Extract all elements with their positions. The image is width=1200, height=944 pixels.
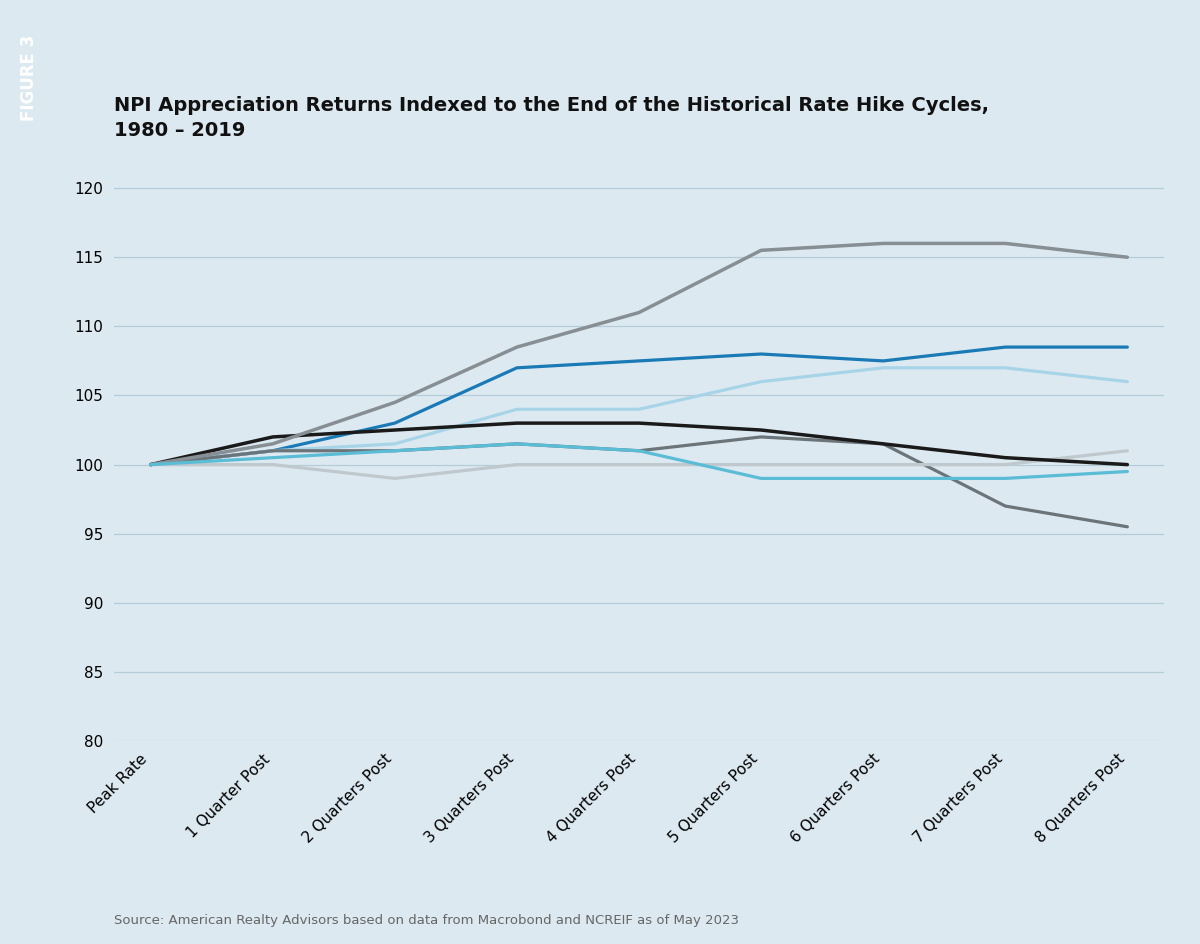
Text: FIGURE 3: FIGURE 3	[19, 35, 38, 121]
Text: NPI Appreciation Returns Indexed to the End of the Historical Rate Hike Cycles,
: NPI Appreciation Returns Indexed to the …	[114, 95, 989, 140]
Text: Source: American Realty Advisors based on data from Macrobond and NCREIF as of M: Source: American Realty Advisors based o…	[114, 914, 739, 927]
